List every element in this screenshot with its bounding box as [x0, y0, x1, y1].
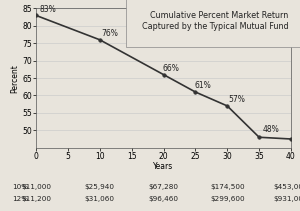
- Text: $174,500: $174,500: [210, 184, 244, 190]
- Text: 83%: 83%: [39, 5, 56, 14]
- X-axis label: Years: Years: [153, 162, 174, 171]
- Text: $67,280: $67,280: [148, 184, 178, 190]
- Text: $11,200: $11,200: [21, 196, 51, 202]
- Text: 12%: 12%: [12, 196, 28, 202]
- Text: 10%: 10%: [12, 184, 28, 190]
- Text: 57%: 57%: [229, 95, 245, 104]
- Text: $25,940: $25,940: [85, 184, 115, 190]
- Text: $299,600: $299,600: [210, 196, 244, 202]
- Text: 48%: 48%: [262, 125, 279, 134]
- Text: Cumulative Percent Market Return
Captured by the Typical Mutual Fund: Cumulative Percent Market Return Capture…: [142, 11, 289, 31]
- Text: 61%: 61%: [194, 81, 211, 90]
- Text: 76%: 76%: [101, 29, 118, 38]
- Text: $11,000: $11,000: [21, 184, 51, 190]
- Text: $31,060: $31,060: [85, 196, 115, 202]
- Text: $931,000: $931,000: [274, 196, 300, 202]
- Text: $96,460: $96,460: [148, 196, 178, 202]
- Text: $453,000: $453,000: [274, 184, 300, 190]
- Text: 66%: 66%: [162, 64, 179, 73]
- Y-axis label: Percent: Percent: [10, 64, 19, 92]
